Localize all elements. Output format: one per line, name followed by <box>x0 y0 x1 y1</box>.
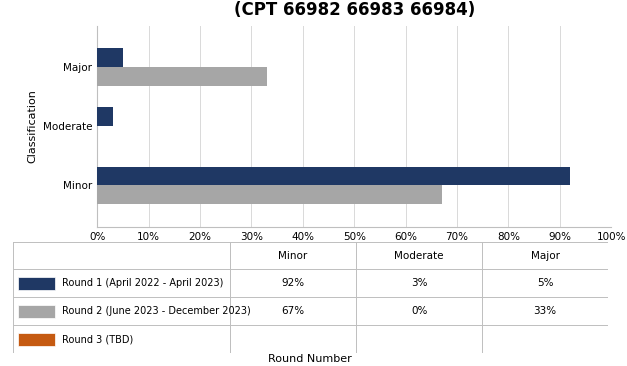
Bar <box>97 107 113 126</box>
Bar <box>19 277 55 290</box>
Text: Moderate: Moderate <box>394 250 444 261</box>
Text: Round Number: Round Number <box>268 354 352 364</box>
Text: 67%: 67% <box>282 306 305 316</box>
Text: 33%: 33% <box>534 306 557 316</box>
Text: Round 2 (June 2023 - December 2023): Round 2 (June 2023 - December 2023) <box>62 306 251 316</box>
Y-axis label: Classification: Classification <box>27 89 37 163</box>
Bar <box>97 167 570 186</box>
Text: Major: Major <box>530 250 560 261</box>
Bar <box>19 305 55 318</box>
Bar <box>19 333 55 346</box>
Text: 3%: 3% <box>411 279 428 288</box>
Title: Surgical Services - Cataract Extraction
(CPT 66982 66983 66984): Surgical Services - Cataract Extraction … <box>174 0 535 19</box>
Text: 0%: 0% <box>411 306 427 316</box>
Bar <box>97 48 123 67</box>
Bar <box>97 67 267 86</box>
Text: Minor: Minor <box>278 250 308 261</box>
Text: 92%: 92% <box>282 279 305 288</box>
Bar <box>97 186 441 205</box>
Text: 5%: 5% <box>537 279 554 288</box>
Text: Round 1 (April 2022 - April 2023): Round 1 (April 2022 - April 2023) <box>62 279 223 288</box>
Text: Round 3 (TBD): Round 3 (TBD) <box>62 334 134 344</box>
